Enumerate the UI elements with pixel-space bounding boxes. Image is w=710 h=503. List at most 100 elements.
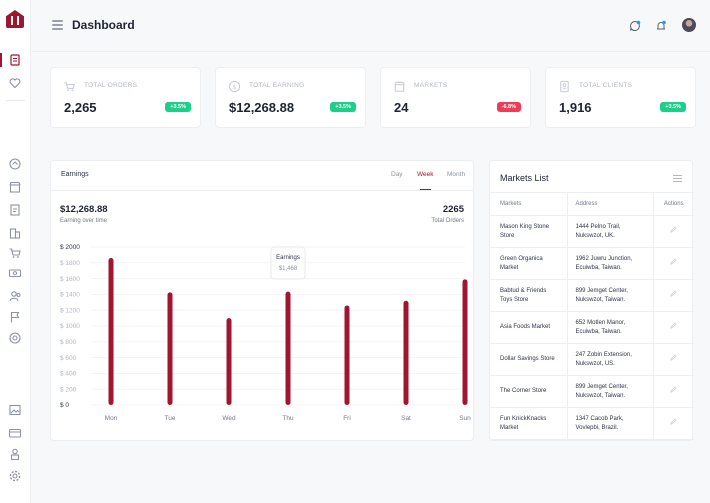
market-name: Babtud & Friends Toys Store (490, 279, 567, 312)
market-name: Fun KnickKnacks Market (490, 407, 567, 440)
stat-label: MARKETS (414, 82, 448, 89)
market-name: The Corner Store (490, 375, 567, 408)
active-tab-indicator (420, 189, 431, 191)
tab-month[interactable]: Month (447, 171, 466, 178)
markets-table: Markets Address Actions Mason King Stone… (490, 192, 694, 440)
sidebar-item-cart[interactable] (8, 246, 22, 260)
tab-week[interactable]: Week (417, 171, 434, 178)
markets-list-title: Markets List (500, 173, 549, 183)
sidebar-item-account[interactable] (8, 447, 22, 461)
lifebuoy-icon (9, 332, 21, 344)
market-name-line: Dollar Savings Store (500, 356, 555, 363)
edit-icon[interactable] (670, 418, 677, 425)
sidebar-item-invoices[interactable] (8, 203, 22, 217)
column-header-actions: Actions (653, 192, 694, 216)
y-tick-label: $ 800 (60, 339, 77, 346)
tooltip-title: Earnings (276, 255, 300, 261)
market-address: 899 Jemget Center, Nukswzot, Taiwan. (566, 279, 654, 312)
stat-value: 2,265 (64, 100, 97, 115)
sidebar-item-users[interactable] (8, 289, 22, 303)
x-tick-label: Wed (222, 415, 236, 422)
y-tick-label: $ 200 (60, 386, 77, 393)
x-tick-label: Thu (282, 415, 294, 422)
sidebar-item-menu[interactable] (8, 157, 22, 171)
chart-tooltip: Earnings $1,468 (270, 246, 306, 280)
market-address-line: 899 Jemget Center, (575, 384, 628, 390)
receipt-icon (10, 204, 20, 216)
edit-icon[interactable] (670, 226, 677, 233)
stat-card-markets: MARKETS 24 -6.8% (380, 67, 531, 128)
top-header: Dashboard (32, 0, 710, 52)
notification-bell-icon[interactable] (655, 19, 667, 31)
edit-icon[interactable] (670, 386, 677, 393)
market-address-line: 247 Zobin Extension, (575, 352, 632, 358)
actions-cell (653, 247, 694, 280)
credit-card-icon (8, 428, 22, 438)
y-tick-label: $ 1000 (60, 323, 80, 330)
edit-icon[interactable] (670, 354, 677, 361)
market-name-line: Asia Foods Market (500, 324, 551, 331)
sidebar-item-payments[interactable] (8, 266, 22, 280)
app-logo[interactable] (6, 10, 24, 28)
sidebar-item-settings[interactable] (8, 469, 22, 483)
market-name-line: Market (500, 264, 519, 271)
sidebar-item-orders[interactable] (8, 53, 22, 67)
tooltip-value: $1,468 (279, 266, 298, 272)
x-tick-label: Tue (165, 415, 176, 422)
sidebar-item-support[interactable] (8, 331, 22, 345)
market-name-line: Toys Store (500, 296, 529, 303)
chart-bar-sat[interactable] (403, 300, 409, 405)
users-icon (9, 291, 21, 302)
market-address: 899 Jemget Center, Nukswzot, Taiwan. (566, 375, 654, 408)
market-name-line: Market (500, 424, 519, 431)
market-name-line: Green Organica (500, 256, 543, 262)
avatar[interactable] (682, 18, 696, 32)
gear-icon (9, 470, 21, 482)
list-options-icon[interactable] (673, 175, 682, 182)
chart-bar-tue[interactable] (167, 292, 173, 405)
stat-label: TOTAL ORDERS (84, 82, 138, 89)
market-address: 1347 Cacob Park, Vovlepbi, Brazil. (566, 407, 654, 440)
stat-value: 24 (394, 100, 409, 115)
chart-bar-sun[interactable] (462, 279, 468, 405)
chart-bar-mon[interactable] (108, 258, 114, 405)
market-name-line: Babtud & Friends (500, 288, 547, 294)
sidebar-item-reports[interactable] (8, 310, 22, 324)
stat-label: TOTAL CLIENTS (579, 82, 633, 89)
sidebar-item-cards[interactable] (8, 426, 22, 440)
sidebar-item-favorites[interactable] (8, 76, 22, 90)
trend-badge: -6.8% (496, 102, 521, 112)
market-name: Dollar Savings Store (490, 343, 567, 376)
sidebar (0, 0, 31, 503)
market-name: Green Organica Market (490, 247, 567, 280)
sidebar-item-buildings[interactable] (8, 226, 22, 240)
hamburger-menu-icon[interactable] (52, 20, 63, 30)
page-title: Dashboard (72, 18, 135, 32)
chart-bar-wed[interactable] (226, 318, 232, 405)
y-tick-label: $ 1400 (60, 292, 80, 299)
x-tick-label: Sun (459, 415, 471, 422)
tab-day[interactable]: Day (391, 171, 403, 178)
earnings-title: Earnings (61, 171, 89, 178)
flag-icon (10, 311, 20, 323)
market-address-line: Nukswzot, UK. (575, 232, 615, 239)
market-address-line: 1962 Juwru Junction, (575, 256, 633, 262)
sidebar-active-indicator (0, 53, 2, 67)
edit-icon[interactable] (670, 322, 677, 329)
svg-text:$: $ (232, 83, 236, 91)
stat-value: $12,268.88 (229, 100, 295, 115)
chart-bar-fri[interactable] (344, 305, 350, 405)
market-address-line: Ecuiwba, Taiwan. (575, 264, 622, 271)
market-address-line: 1444 Pelno Trail, (575, 224, 621, 230)
x-tick-label: Fri (343, 415, 351, 422)
tooltip-box (270, 246, 306, 280)
edit-icon[interactable] (670, 290, 677, 297)
market-address-line: 899 Jemget Center, (575, 288, 628, 294)
chat-icon[interactable] (629, 19, 641, 31)
sidebar-item-stores[interactable] (8, 180, 22, 194)
image-icon (9, 404, 21, 416)
edit-icon[interactable] (670, 258, 677, 265)
sidebar-item-gallery[interactable] (8, 403, 22, 417)
market-address: 1962 Juwru Junction, Ecuiwba, Taiwan. (566, 247, 654, 280)
chart-bar-thu[interactable] (285, 291, 291, 405)
